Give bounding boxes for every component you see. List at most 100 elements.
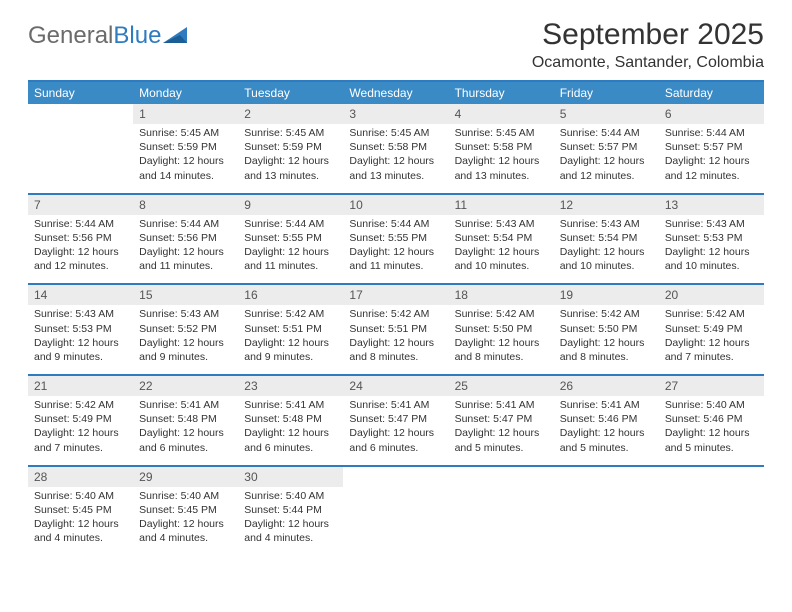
sunset-text: Sunset: 5:58 PM	[455, 140, 548, 154]
month-title: September 2025	[532, 18, 764, 52]
day-number: 20	[659, 285, 764, 305]
day-header: Thursday	[449, 82, 554, 104]
day-number-row: 123456	[28, 104, 764, 124]
day-number: 11	[449, 195, 554, 215]
day-info: Sunrise: 5:42 AMSunset: 5:50 PMDaylight:…	[554, 305, 659, 374]
daylight-text: Daylight: 12 hours and 4 minutes.	[244, 517, 337, 545]
day-number: 24	[343, 376, 448, 396]
day-number: 5	[554, 104, 659, 124]
daylight-text: Daylight: 12 hours and 12 minutes.	[34, 245, 127, 273]
day-info: Sunrise: 5:40 AMSunset: 5:44 PMDaylight:…	[238, 487, 343, 556]
day-info: Sunrise: 5:44 AMSunset: 5:57 PMDaylight:…	[659, 124, 764, 193]
sunset-text: Sunset: 5:45 PM	[139, 503, 232, 517]
day-info: Sunrise: 5:41 AMSunset: 5:48 PMDaylight:…	[238, 396, 343, 465]
day-number-row: 282930	[28, 467, 764, 487]
sunset-text: Sunset: 5:52 PM	[139, 322, 232, 336]
calendar-page: GeneralBlue September 2025 Ocamonte, San…	[0, 0, 792, 555]
logo: GeneralBlue	[28, 18, 189, 50]
day-info: Sunrise: 5:44 AMSunset: 5:56 PMDaylight:…	[133, 215, 238, 284]
day-number	[449, 467, 554, 487]
day-number: 19	[554, 285, 659, 305]
day-number: 23	[238, 376, 343, 396]
sunrise-text: Sunrise: 5:40 AM	[665, 398, 758, 412]
sunset-text: Sunset: 5:48 PM	[244, 412, 337, 426]
day-info: Sunrise: 5:45 AMSunset: 5:58 PMDaylight:…	[449, 124, 554, 193]
day-info: Sunrise: 5:42 AMSunset: 5:49 PMDaylight:…	[28, 396, 133, 465]
day-header: Friday	[554, 82, 659, 104]
day-info	[449, 487, 554, 556]
daylight-text: Daylight: 12 hours and 10 minutes.	[560, 245, 653, 273]
daylight-text: Daylight: 12 hours and 6 minutes.	[244, 426, 337, 454]
day-number: 3	[343, 104, 448, 124]
daylight-text: Daylight: 12 hours and 7 minutes.	[34, 426, 127, 454]
sunrise-text: Sunrise: 5:44 AM	[139, 217, 232, 231]
daylight-text: Daylight: 12 hours and 13 minutes.	[455, 154, 548, 182]
day-info: Sunrise: 5:40 AMSunset: 5:45 PMDaylight:…	[133, 487, 238, 556]
day-info: Sunrise: 5:45 AMSunset: 5:59 PMDaylight:…	[238, 124, 343, 193]
sunset-text: Sunset: 5:47 PM	[349, 412, 442, 426]
sunrise-text: Sunrise: 5:43 AM	[139, 307, 232, 321]
day-number: 26	[554, 376, 659, 396]
sunset-text: Sunset: 5:46 PM	[560, 412, 653, 426]
sunrise-text: Sunrise: 5:43 AM	[665, 217, 758, 231]
daylight-text: Daylight: 12 hours and 9 minutes.	[139, 336, 232, 364]
daylight-text: Daylight: 12 hours and 13 minutes.	[244, 154, 337, 182]
day-number: 13	[659, 195, 764, 215]
day-number: 7	[28, 195, 133, 215]
sunrise-text: Sunrise: 5:43 AM	[455, 217, 548, 231]
day-info: Sunrise: 5:43 AMSunset: 5:53 PMDaylight:…	[659, 215, 764, 284]
day-number: 28	[28, 467, 133, 487]
day-number-row: 21222324252627	[28, 376, 764, 396]
day-header: Monday	[133, 82, 238, 104]
sunset-text: Sunset: 5:49 PM	[665, 322, 758, 336]
day-number-row: 78910111213	[28, 195, 764, 215]
logo-text-gray: General	[28, 22, 113, 50]
daylight-text: Daylight: 12 hours and 8 minutes.	[349, 336, 442, 364]
sunset-text: Sunset: 5:55 PM	[244, 231, 337, 245]
sunrise-text: Sunrise: 5:42 AM	[244, 307, 337, 321]
day-header: Tuesday	[238, 82, 343, 104]
daylight-text: Daylight: 12 hours and 7 minutes.	[665, 336, 758, 364]
day-info	[659, 487, 764, 556]
sunset-text: Sunset: 5:49 PM	[34, 412, 127, 426]
day-number: 22	[133, 376, 238, 396]
day-number: 14	[28, 285, 133, 305]
day-info: Sunrise: 5:43 AMSunset: 5:53 PMDaylight:…	[28, 305, 133, 374]
sunset-text: Sunset: 5:55 PM	[349, 231, 442, 245]
sunrise-text: Sunrise: 5:44 AM	[560, 126, 653, 140]
daylight-text: Daylight: 12 hours and 4 minutes.	[34, 517, 127, 545]
sunrise-text: Sunrise: 5:45 AM	[349, 126, 442, 140]
day-number: 4	[449, 104, 554, 124]
daylight-text: Daylight: 12 hours and 10 minutes.	[665, 245, 758, 273]
day-info: Sunrise: 5:41 AMSunset: 5:47 PMDaylight:…	[343, 396, 448, 465]
day-info-row: Sunrise: 5:42 AMSunset: 5:49 PMDaylight:…	[28, 396, 764, 465]
day-number: 18	[449, 285, 554, 305]
header: GeneralBlue September 2025 Ocamonte, San…	[28, 18, 764, 72]
sunset-text: Sunset: 5:51 PM	[349, 322, 442, 336]
day-header: Wednesday	[343, 82, 448, 104]
sunrise-text: Sunrise: 5:41 AM	[244, 398, 337, 412]
day-header-row: SundayMondayTuesdayWednesdayThursdayFrid…	[28, 82, 764, 104]
day-info: Sunrise: 5:42 AMSunset: 5:51 PMDaylight:…	[343, 305, 448, 374]
sunrise-text: Sunrise: 5:41 AM	[349, 398, 442, 412]
day-number: 10	[343, 195, 448, 215]
sunset-text: Sunset: 5:45 PM	[34, 503, 127, 517]
day-info: Sunrise: 5:41 AMSunset: 5:46 PMDaylight:…	[554, 396, 659, 465]
sunrise-text: Sunrise: 5:43 AM	[560, 217, 653, 231]
daylight-text: Daylight: 12 hours and 5 minutes.	[665, 426, 758, 454]
sunrise-text: Sunrise: 5:42 AM	[665, 307, 758, 321]
daylight-text: Daylight: 12 hours and 14 minutes.	[139, 154, 232, 182]
day-number	[28, 104, 133, 124]
day-info-row: Sunrise: 5:43 AMSunset: 5:53 PMDaylight:…	[28, 305, 764, 374]
sunrise-text: Sunrise: 5:42 AM	[560, 307, 653, 321]
day-number: 27	[659, 376, 764, 396]
sunrise-text: Sunrise: 5:44 AM	[665, 126, 758, 140]
sunrise-text: Sunrise: 5:40 AM	[34, 489, 127, 503]
day-number: 2	[238, 104, 343, 124]
daylight-text: Daylight: 12 hours and 4 minutes.	[139, 517, 232, 545]
day-info: Sunrise: 5:41 AMSunset: 5:47 PMDaylight:…	[449, 396, 554, 465]
day-number: 8	[133, 195, 238, 215]
sunrise-text: Sunrise: 5:40 AM	[139, 489, 232, 503]
day-number: 16	[238, 285, 343, 305]
day-number: 29	[133, 467, 238, 487]
